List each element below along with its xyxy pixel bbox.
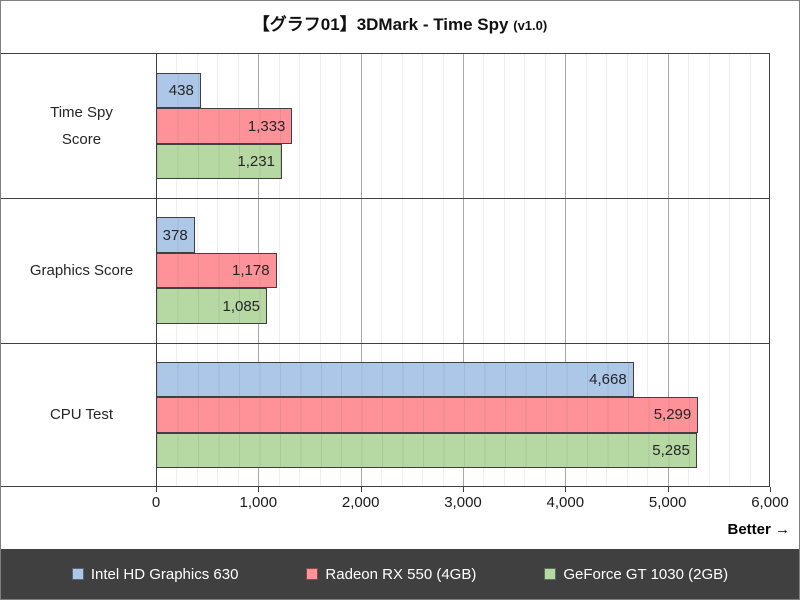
title-version: (v1.0) [513,18,548,33]
bar-value-label: 1,333 [247,117,286,135]
minor-gridline [278,54,280,486]
major-gridline [360,54,362,486]
bar-value-label: 5,299 [653,406,692,424]
bar-value-label: 5,285 [652,441,690,459]
legend: Intel HD Graphics 630 Radeon RX 550 (4GB)… [1,549,799,599]
minor-gridline [647,54,649,486]
major-gridline [667,54,669,486]
minor-gridline [381,54,383,486]
x-tick-mark [565,487,567,492]
x-tick-label: 2,000 [341,494,380,511]
category-label: Graphics Score [29,261,134,279]
category-label: CPU Test [49,406,114,424]
x-tick-label: 3,000 [444,494,482,511]
category-label: Time Spy Score [50,104,113,149]
x-tick-mark [770,487,771,492]
legend-swatch [544,568,557,580]
legend-label: Radeon RX 550 (4GB) [325,565,477,583]
x-tick-label: 6,000 [751,494,789,511]
minor-gridline [688,54,690,486]
minor-gridline [708,54,710,486]
bar-value-label: 1,085 [222,297,261,315]
x-tick-mark [667,487,669,492]
major-gridline [565,54,567,486]
bar: 5,285 [156,432,697,469]
bar: 4,668 [156,361,634,398]
bar-value-label: 4,668 [589,370,627,388]
legend-item: Intel HD Graphics 630 [71,565,239,583]
legend-label: Intel HD Graphics 630 [90,565,239,583]
minor-gridline [340,54,342,486]
minor-gridline [544,54,546,486]
bar-value-label: 378 [162,226,188,244]
minor-gridline [299,54,301,486]
x-tick-label: 1,000 [239,494,278,511]
x-tick-label: 0 [151,494,161,511]
bar: 1,085 [156,288,268,324]
bar: 1,333 [156,108,293,144]
category-separator [1,342,769,344]
legend-swatch [306,568,319,580]
legend-swatch [71,568,84,580]
minor-gridline [585,54,587,486]
bar: 378 [156,217,195,253]
bar: 438 [156,72,201,109]
legend-item: GeForce GT 1030 (2GB) [544,566,728,583]
x-tick-mark [156,487,157,492]
minor-gridline [401,54,403,486]
x-tick-label: 5,000 [648,494,687,511]
minor-gridline [729,54,731,486]
bar-value-label: 1,178 [232,262,270,279]
bar-value-label: 1,231 [237,153,275,171]
minor-gridline [606,54,608,486]
better-label: Better → [727,521,790,538]
x-tick-mark [463,487,464,492]
minor-gridline [626,54,628,486]
bar: 1,178 [156,252,277,289]
legend-item: Radeon RX 550 (4GB) [306,566,476,583]
major-gridline [463,54,464,486]
bar-value-label: 438 [168,82,194,100]
minor-gridline [524,54,526,486]
plot-area: Time Spy Score 438 1,333 1,231 Graphics Scor… [1,53,771,492]
minor-gridline [422,54,424,486]
x-tick-label: 4,000 [546,494,585,511]
minor-gridline [319,54,321,486]
chart-title: 【グラフ01】3DMark - Time Spy (v1.0) [1,10,799,35]
minor-gridline [442,54,444,486]
bar: 1,231 [156,143,282,180]
category-separator [1,198,769,200]
minor-gridline [483,54,485,486]
title-main: 【グラフ01】3DMark - Time Spy [252,15,509,34]
x-tick-mark [258,487,260,492]
legend-label: GeForce GT 1030 (2GB) [563,565,729,583]
minor-gridline [749,54,751,486]
x-tick-mark [360,487,362,492]
category-axis-line [156,54,157,491]
minor-gridline [503,54,505,486]
bar: 5,299 [156,397,699,433]
